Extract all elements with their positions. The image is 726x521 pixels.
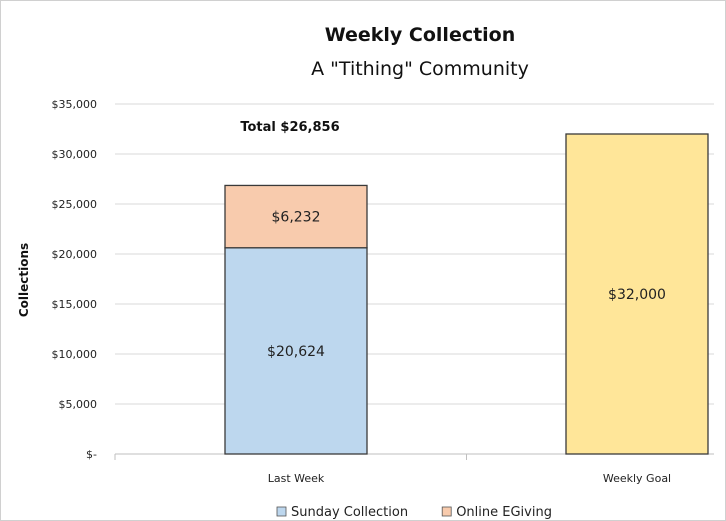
legend: Sunday Collection Online EGiving <box>276 505 552 520</box>
y-axis-label: Collections <box>17 243 31 317</box>
y-tick-label: $15,000 <box>52 298 98 311</box>
legend-swatch <box>276 506 287 517</box>
x-tick-label: Last Week <box>268 472 325 485</box>
chart-subtitle: A "Tithing" Community <box>311 58 529 80</box>
bar-segment <box>224 184 368 249</box>
legend-item: Sunday Collection <box>276 505 408 520</box>
legend-label: Sunday Collection <box>291 505 408 520</box>
bar-segment <box>224 247 368 455</box>
y-tick-label: $30,000 <box>52 148 98 161</box>
data-label: $6,232 <box>272 210 321 226</box>
y-tick-label: $25,000 <box>52 198 98 211</box>
y-tick-label: $5,000 <box>59 398 98 411</box>
x-tick-label: Weekly Goal <box>603 472 671 485</box>
legend-item: Online EGiving <box>441 505 552 520</box>
y-tick-label: $20,000 <box>52 248 98 261</box>
chart-title: Weekly Collection <box>325 24 516 46</box>
y-axis-ticks: $- $5,000 $10,000 $15,000 $20,000 $25,000 $30,… <box>52 98 98 461</box>
x-axis-ticks: Last Week Weekly Goal <box>268 472 671 485</box>
data-label: $32,000 <box>608 287 666 303</box>
y-tick-label: $10,000 <box>52 348 98 361</box>
total-annotation: Total $26,856 <box>240 120 339 135</box>
legend-label: Online EGiving <box>456 505 552 520</box>
y-tick-label: $35,000 <box>52 98 98 111</box>
data-label: $20,624 <box>267 344 325 360</box>
bar-segment <box>565 133 709 455</box>
y-tick-label: $- <box>86 448 97 461</box>
bars: $20,624 $6,232 $32,000 <box>224 133 709 455</box>
legend-swatch <box>441 506 452 517</box>
